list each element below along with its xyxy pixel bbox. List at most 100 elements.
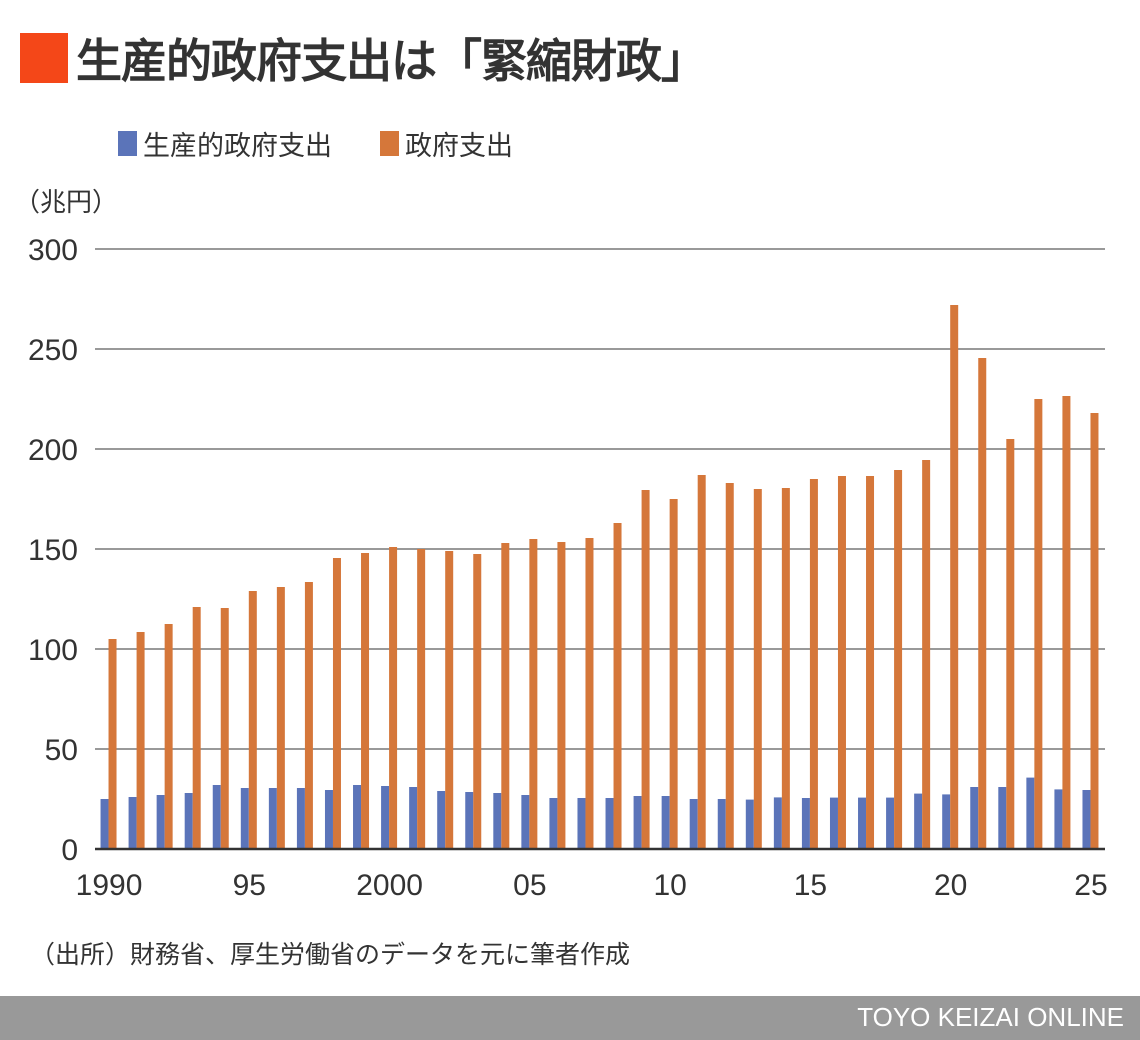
bar-productive-2004 [493, 793, 502, 849]
y-tick-label: 0 [61, 834, 78, 867]
bar-productive-1990 [100, 799, 109, 849]
bar-government-2008 [613, 523, 622, 849]
bar-government-2013 [753, 489, 762, 849]
bar-productive-2015 [801, 798, 810, 849]
x-tick-label: 20 [934, 869, 967, 902]
bar-productive-2007 [577, 798, 586, 849]
bar-government-2024 [1062, 396, 1071, 849]
bar-productive-2021 [970, 787, 979, 849]
bar-productive-2024 [1054, 789, 1063, 849]
legend-label-productive: 生産的政府支出 [143, 131, 332, 162]
bar-government-1991 [136, 632, 145, 849]
bar-government-2005 [529, 539, 538, 849]
title-text: 生産的政府支出は「緊縮財政」 [76, 34, 707, 88]
bar-productive-2009 [633, 796, 642, 849]
bar-productive-1995 [240, 788, 249, 849]
bar-government-2011 [697, 475, 706, 849]
bar-productive-2008 [605, 798, 614, 849]
bar-government-1993 [192, 607, 201, 849]
bar-government-2004 [501, 543, 510, 849]
bar-government-2015 [809, 479, 818, 849]
bar-government-1995 [248, 591, 257, 849]
legend-swatch-government [380, 131, 399, 156]
bar-productive-2018 [886, 797, 895, 849]
bar-government-1999 [361, 553, 370, 849]
x-tick-label: 1990 [76, 869, 143, 902]
gridlines [95, 248, 1105, 750]
chart-title: 生産的政府支出は「緊縮財政」 [20, 30, 707, 88]
bar-government-2010 [669, 499, 678, 849]
y-tick-labels: 0 50 100 150 200 250 300 [28, 234, 78, 867]
bar-productive-1996 [268, 788, 277, 849]
y-tick-label: 100 [28, 634, 78, 667]
bar-productive-1998 [324, 790, 333, 849]
bar-government-2007 [585, 538, 594, 849]
bar-government-2022 [1006, 439, 1015, 849]
legend-item-government: 政府支出 [380, 124, 513, 163]
bar-chart: 0 50 100 150 200 250 300 1990 95 2000 05 10 15 20 25 [28, 234, 1108, 902]
legend: 生産的政府支出 政府支出 [118, 124, 561, 163]
bar-government-2017 [866, 476, 875, 849]
bar-productive-2000 [381, 786, 390, 849]
source-note: （出所）財務省、厚生労働省のデータを元に筆者作成 [30, 940, 631, 969]
bar-government-2012 [725, 483, 734, 849]
title-accent-square [20, 33, 68, 83]
x-tick-label: 2000 [356, 869, 423, 902]
x-tick-label: 05 [513, 869, 546, 902]
bar-productive-2011 [689, 799, 698, 849]
bar-government-2021 [978, 358, 987, 849]
bar-productive-2025 [1082, 790, 1091, 849]
bar-productive-2023 [1026, 777, 1035, 849]
bar-government-2014 [781, 488, 790, 849]
footer-bar: TOYO KEIZAI ONLINE [0, 996, 1140, 1040]
y-tick-label: 150 [28, 534, 78, 567]
bar-productive-2014 [773, 797, 782, 849]
y-tick-label: 200 [28, 434, 78, 467]
bar-productive-2001 [409, 787, 418, 849]
bar-government-1998 [332, 558, 341, 849]
bar-government-2001 [417, 549, 426, 849]
bar-government-2000 [389, 547, 398, 849]
footer-brand: TOYO KEIZAI ONLINE [857, 1002, 1124, 1032]
legend-swatch-productive [118, 131, 137, 156]
bar-government-1990 [108, 639, 117, 849]
bar-productive-2013 [745, 799, 754, 849]
x-tick-label: 10 [653, 869, 686, 902]
y-axis-unit-label: （兆円） [14, 188, 119, 218]
bar-government-2003 [473, 554, 482, 849]
bar-productive-1992 [156, 795, 165, 849]
y-tick-label: 300 [28, 234, 78, 267]
bar-productive-1993 [184, 793, 193, 849]
bar-government-2016 [837, 476, 846, 849]
x-tick-label: 95 [233, 869, 266, 902]
bar-government-2025 [1090, 413, 1099, 849]
bar-productive-2006 [549, 798, 558, 849]
bar-government-2019 [922, 460, 931, 849]
bar-productive-2020 [942, 794, 951, 849]
bar-government-2020 [950, 305, 959, 849]
bar-government-2023 [1034, 399, 1043, 849]
bar-productive-2019 [914, 793, 923, 849]
bar-productive-1997 [296, 788, 305, 849]
bar-productive-2017 [858, 797, 867, 849]
bars [100, 305, 1099, 849]
y-tick-label: 50 [45, 734, 78, 767]
bar-government-2018 [894, 470, 903, 849]
bar-productive-2012 [717, 799, 726, 849]
bar-productive-1999 [353, 785, 362, 849]
bar-government-1996 [276, 587, 285, 849]
bar-government-2002 [445, 551, 454, 849]
bar-productive-1991 [128, 797, 137, 849]
bar-productive-1994 [212, 785, 221, 849]
x-tick-label: 15 [794, 869, 827, 902]
bar-productive-2016 [829, 797, 838, 849]
bar-productive-2003 [465, 792, 474, 849]
legend-item-productive: 生産的政府支出 [118, 124, 332, 163]
bar-productive-2022 [998, 787, 1007, 849]
bar-productive-2005 [521, 795, 530, 849]
bar-government-1992 [164, 624, 173, 849]
legend-label-government: 政府支出 [405, 131, 513, 162]
bar-government-1997 [304, 582, 313, 849]
bar-government-1994 [220, 608, 229, 849]
x-tick-label: 25 [1074, 869, 1107, 902]
